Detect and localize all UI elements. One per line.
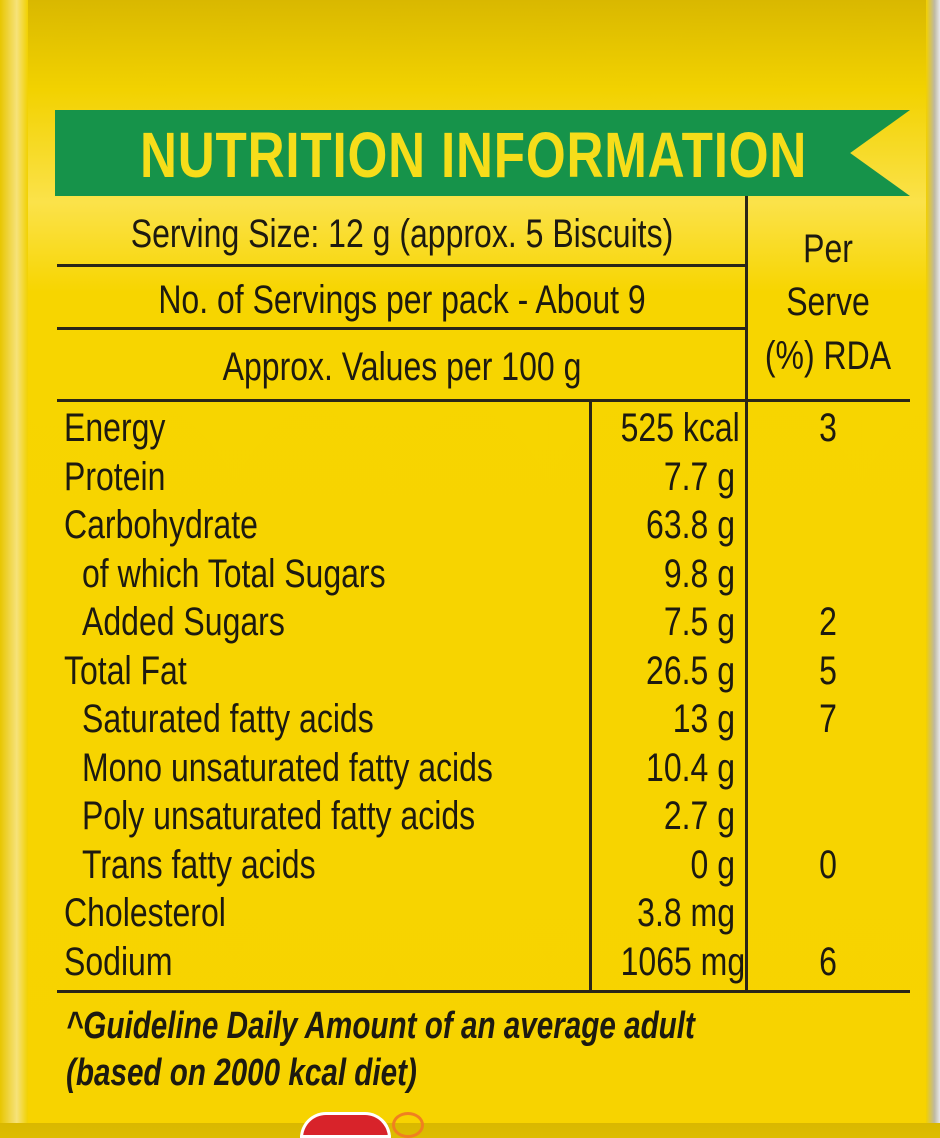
nutrient-value: 7.5 g [663,600,735,644]
rda-header-line: Serve [786,280,870,324]
divider-rda [745,196,748,992]
nutrient-value: 7.7 g [663,454,735,499]
nutrient-name: Cholesterol [64,891,226,935]
footnote-line: ^Guideline Daily Amount of an average ad… [66,1005,695,1047]
nutrient-value: 9.8 g [663,551,735,596]
nutrient-rda: 6 [819,939,837,984]
nutrient-rda: 0 [819,842,837,887]
nutrient-rda: 2 [819,600,837,644]
nutrient-rda: 5 [819,648,837,693]
brand-logo-fragment [392,1112,424,1138]
nutrient-value: 63.8 g [646,503,735,547]
nutrient-value: 26.5 g [646,648,735,693]
nutrient-value: 10.4 g [646,745,735,790]
servings-per-pack: No. of Servings per pack - About 9 [158,278,646,322]
nutrient-name: Protein [64,454,166,499]
nutrient-value: 525 kcal [620,406,740,450]
title: NUTRITION INFORMATION [140,119,808,191]
nutrient-name: Energy [64,406,166,450]
nutrient-value: 2.7 g [663,794,735,838]
nutrient-name: of which Total Sugars [82,551,386,596]
serving-size: Serving Size: 12 g (approx. 5 Biscuits) [130,212,674,256]
nutrient-value: 1065 mg [620,939,746,984]
package-edge-right [926,0,940,1123]
package-edge-left [0,0,28,1123]
divider-row [57,327,747,330]
nutrient-name: Added Sugars [82,600,285,644]
rda-header-line: (%) RDA [764,334,892,378]
nutrient-name: Trans fatty acids [82,842,316,887]
nutrient-name: Sodium [64,939,173,984]
nutrient-value: 3.8 mg [637,891,735,935]
brand-logo-fragment [300,1112,391,1138]
rda-header-line: Per [803,227,853,271]
divider-header [57,399,910,402]
title-banner [55,110,910,196]
nutrient-value: 0 g [690,842,735,887]
nutrient-rda: 3 [819,406,837,450]
nutrient-name: Saturated fatty acids [82,697,374,741]
nutrient-rda: 7 [819,697,837,741]
divider-bottom [57,990,910,993]
nutrient-name: Carbohydrate [64,503,258,547]
divider-row [57,264,747,267]
nutrient-name: Total Fat [64,648,187,693]
divider-value [589,400,592,992]
values-per: Approx. Values per 100 g [222,345,582,389]
nutrient-name: Poly unsaturated fatty acids [82,794,476,838]
nutrient-name: Mono unsaturated fatty acids [82,745,493,790]
footnote-line: (based on 2000 kcal diet) [66,1052,417,1094]
nutrient-value: 13 g [672,697,735,741]
